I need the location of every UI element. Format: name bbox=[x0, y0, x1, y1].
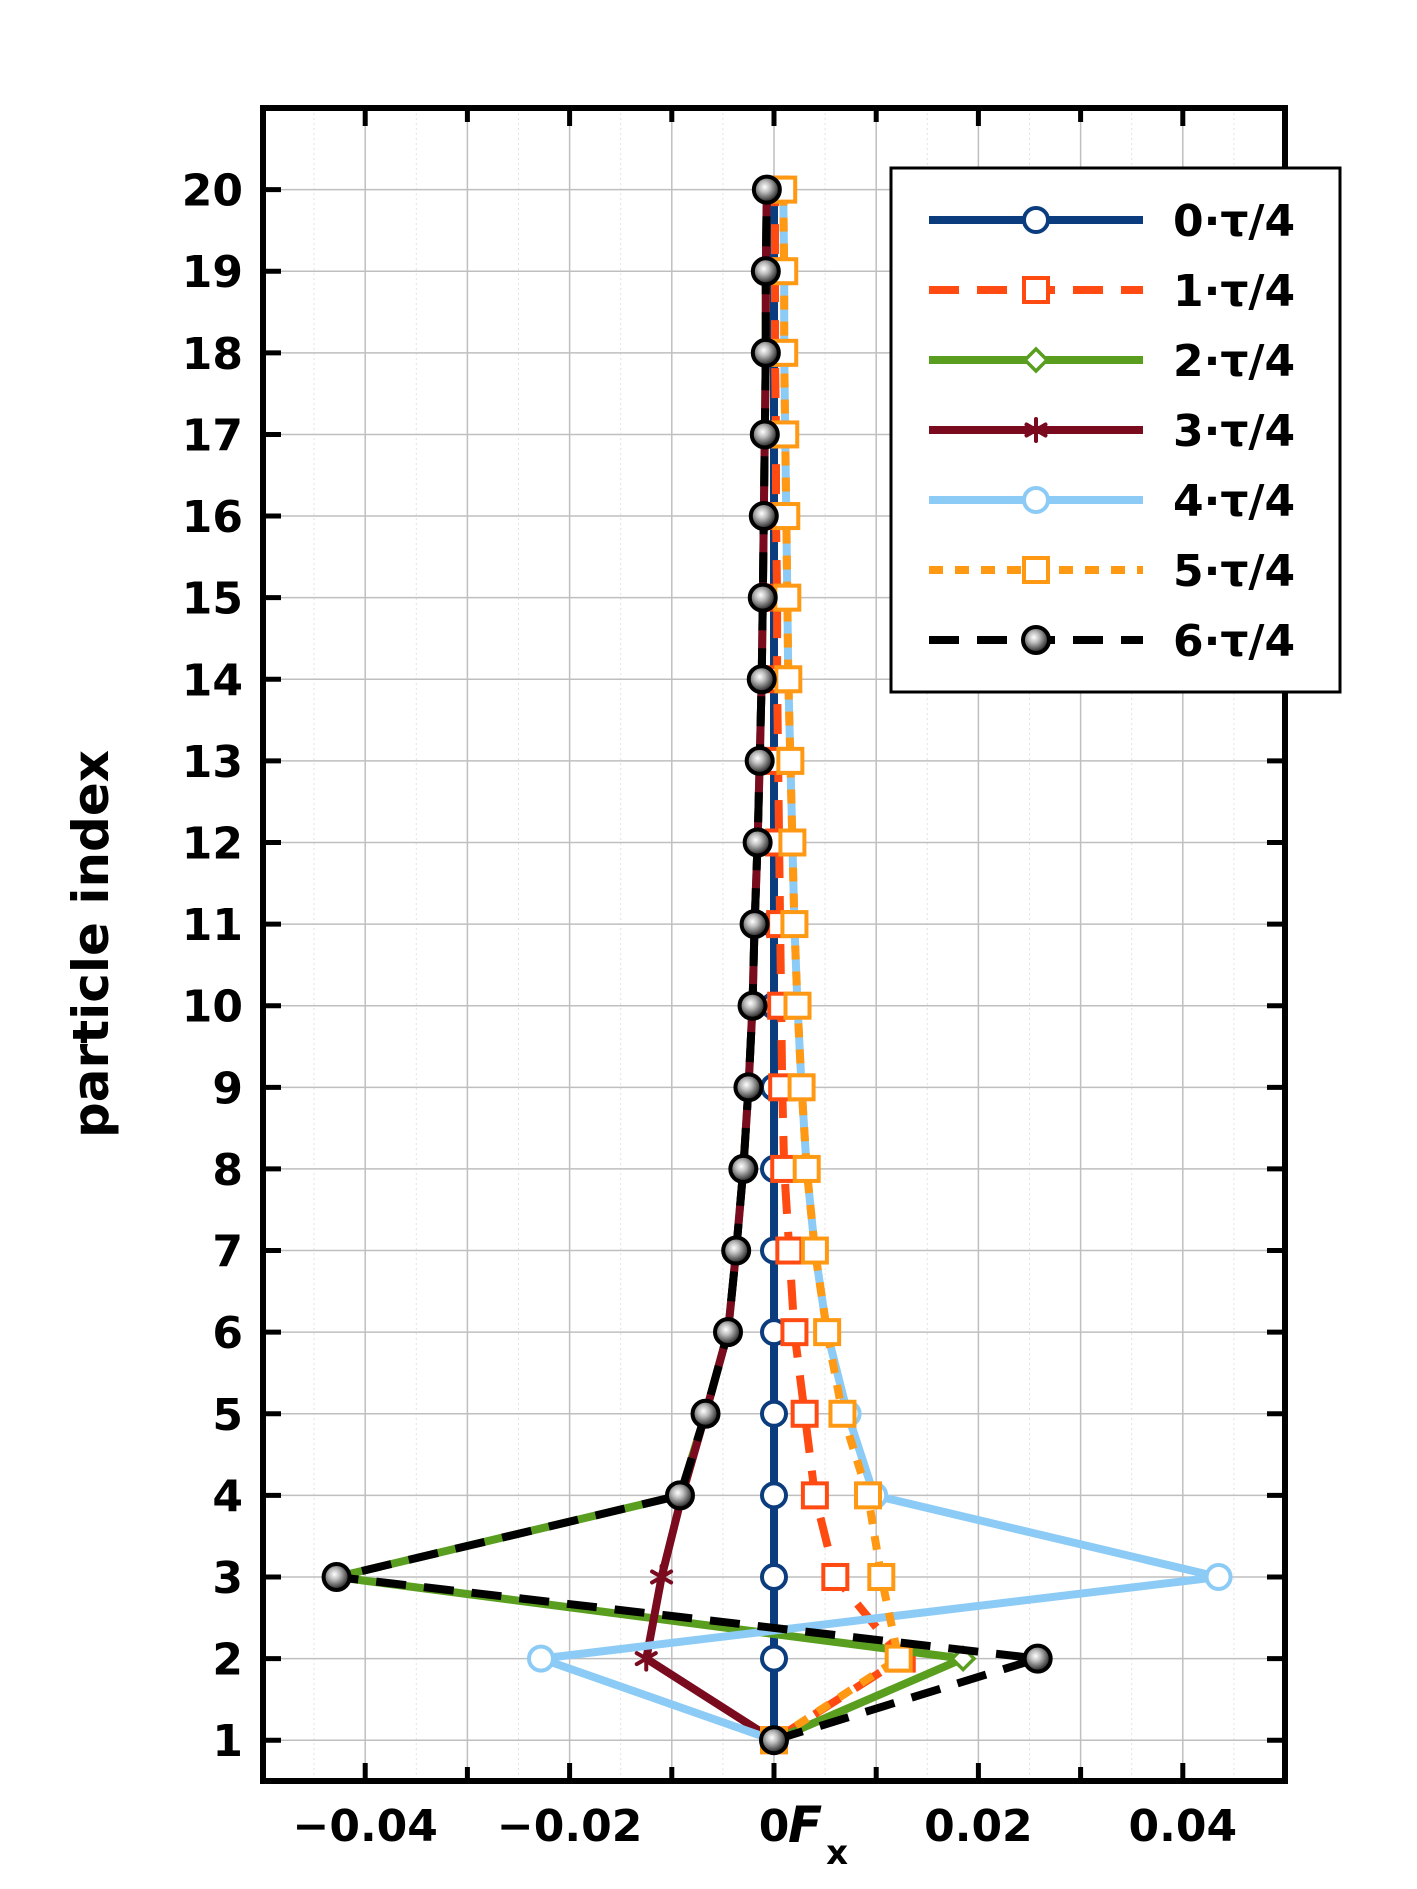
data-point bbox=[760, 1644, 788, 1673]
data-point bbox=[713, 1317, 744, 1348]
data-point bbox=[744, 745, 775, 776]
data-point bbox=[867, 1562, 896, 1591]
data-point bbox=[721, 1235, 752, 1266]
data-point bbox=[1022, 206, 1050, 234]
data-point bbox=[775, 1236, 804, 1265]
x-axis-label-sub: x bbox=[826, 1833, 848, 1873]
data-point bbox=[690, 1398, 721, 1429]
ticks: −0.04 −0.02 0 0.02 0.04123456789101112131415… bbox=[182, 108, 1285, 1852]
data-point bbox=[790, 1399, 819, 1428]
y-tick-label: 12 bbox=[182, 818, 243, 869]
data-point bbox=[884, 1644, 913, 1673]
y-tick-label: 1 bbox=[212, 1716, 243, 1767]
data-point bbox=[751, 174, 782, 205]
data-point bbox=[746, 664, 777, 695]
data-point bbox=[780, 1318, 809, 1347]
data-point bbox=[1024, 417, 1048, 443]
asterisk-stroke bbox=[650, 1569, 674, 1585]
data-point bbox=[760, 1481, 788, 1510]
data-point bbox=[737, 990, 768, 1021]
data-point bbox=[783, 991, 812, 1020]
y-tick-label: 4 bbox=[212, 1471, 243, 1522]
legend-label: 3·τ/4 bbox=[1173, 406, 1295, 457]
data-point bbox=[854, 1481, 883, 1510]
data-point bbox=[780, 910, 809, 939]
data-point bbox=[760, 1399, 788, 1428]
data-point bbox=[1022, 276, 1050, 304]
data-point bbox=[321, 1561, 352, 1592]
legend-label: 6·τ/4 bbox=[1173, 616, 1295, 667]
y-tick-label: 20 bbox=[182, 166, 243, 217]
data-point bbox=[774, 665, 803, 694]
data-point bbox=[1204, 1562, 1233, 1591]
data-point bbox=[800, 1236, 829, 1265]
y-tick-label: 10 bbox=[182, 982, 243, 1033]
y-tick-label: 11 bbox=[182, 900, 243, 951]
y-tick-label: 8 bbox=[212, 1145, 243, 1196]
y-tick-label: 19 bbox=[182, 247, 243, 298]
data-point bbox=[1022, 1643, 1053, 1674]
data-point bbox=[776, 746, 805, 775]
y-axis-label: particle index bbox=[62, 750, 120, 1138]
data-point bbox=[526, 1644, 555, 1673]
data-point bbox=[750, 337, 781, 368]
data-point bbox=[1022, 346, 1050, 374]
data-point bbox=[778, 828, 807, 857]
data-point bbox=[770, 1154, 799, 1183]
x-axis-label-main: F bbox=[788, 1796, 822, 1854]
x-tick-label: −0.04 bbox=[292, 1801, 437, 1852]
y-tick-label: 5 bbox=[212, 1390, 243, 1441]
data-point bbox=[634, 1645, 658, 1672]
data-point bbox=[750, 256, 781, 287]
series-6 bbox=[321, 174, 1053, 1756]
legend-label: 5·τ/4 bbox=[1173, 546, 1295, 597]
data-point bbox=[760, 1562, 788, 1591]
data-point bbox=[739, 909, 770, 940]
legend-label: 1·τ/4 bbox=[1173, 266, 1295, 317]
data-point bbox=[828, 1399, 857, 1428]
y-tick-label: 2 bbox=[212, 1635, 243, 1686]
x-tick-label: −0.02 bbox=[497, 1801, 642, 1852]
data-point bbox=[813, 1318, 842, 1347]
y-tick-label: 18 bbox=[182, 329, 243, 380]
y-tick-label: 14 bbox=[182, 655, 243, 706]
y-tick-label: 6 bbox=[212, 1308, 243, 1359]
data-point bbox=[749, 419, 780, 450]
data-point bbox=[1022, 556, 1050, 584]
y-tick-label: 9 bbox=[212, 1063, 243, 1114]
y-tick-label: 7 bbox=[212, 1227, 243, 1278]
x-tick-label: 0.04 bbox=[1129, 1801, 1238, 1852]
legend-label: 4·τ/4 bbox=[1173, 476, 1295, 527]
legend-label: 2·τ/4 bbox=[1173, 336, 1295, 387]
data-point bbox=[792, 1154, 821, 1183]
data-point bbox=[728, 1153, 759, 1184]
data-point bbox=[759, 1725, 789, 1756]
y-tick-label: 3 bbox=[212, 1553, 243, 1604]
asterisk-stroke bbox=[634, 1651, 658, 1667]
data-point bbox=[821, 1562, 850, 1591]
x-tick-label: 0 bbox=[759, 1801, 790, 1852]
data-point bbox=[650, 1563, 674, 1590]
y-tick-label: 15 bbox=[182, 574, 243, 625]
data-point bbox=[664, 1480, 695, 1511]
series-layer bbox=[321, 174, 1233, 1756]
data-point bbox=[800, 1481, 829, 1510]
y-tick-label: 17 bbox=[182, 410, 243, 461]
data-point bbox=[733, 1072, 764, 1103]
y-tick-label: 13 bbox=[182, 737, 243, 788]
data-point bbox=[742, 827, 773, 858]
legend: 0·τ/4 1·τ/4 2·τ/4 3·τ/4 4·τ/4 5·τ/4 6·τ/4 bbox=[889, 166, 1342, 694]
data-point bbox=[747, 582, 778, 613]
data-point bbox=[787, 1073, 816, 1102]
legend-label: 0·τ/4 bbox=[1173, 196, 1295, 247]
asterisk-stroke bbox=[1024, 422, 1048, 438]
data-point bbox=[1021, 625, 1051, 655]
data-point bbox=[773, 583, 802, 612]
data-point bbox=[748, 501, 779, 532]
y-tick-label: 16 bbox=[182, 492, 243, 543]
data-point bbox=[1022, 486, 1050, 514]
x-tick-label: 0.02 bbox=[924, 1801, 1033, 1852]
